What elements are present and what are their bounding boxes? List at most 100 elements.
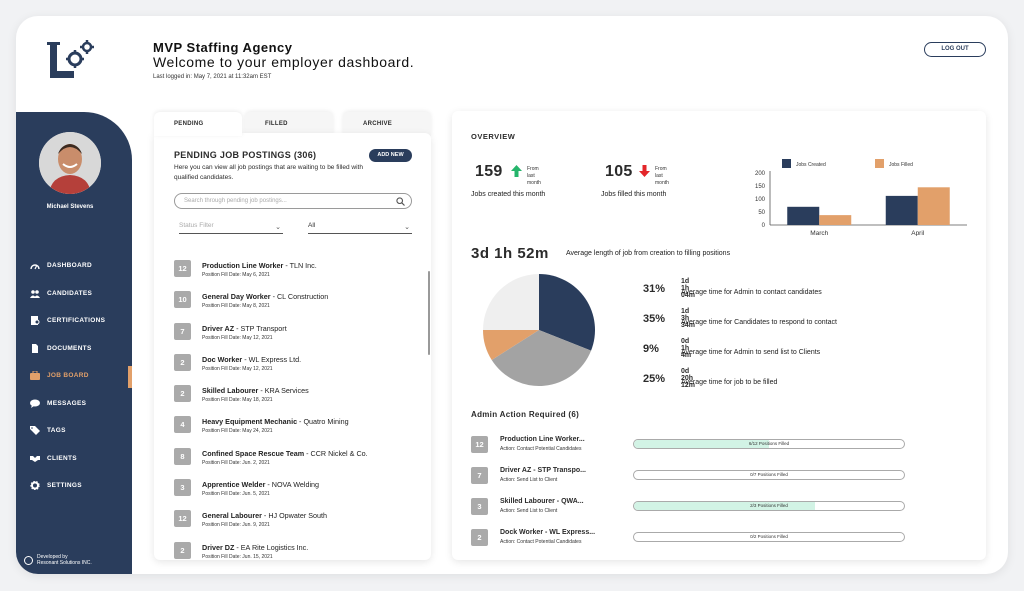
legend-swatch	[782, 159, 791, 168]
progress-fill	[634, 440, 769, 448]
legend-label: Jobs Filled	[889, 162, 913, 168]
tab-pending[interactable]: PENDING	[154, 112, 242, 136]
job-title-line: Production Line Worker - TLN Inc.	[202, 261, 317, 270]
search-placeholder: Search through pending job postings...	[184, 198, 287, 204]
logout-button[interactable]: LOG OUT	[924, 42, 986, 57]
sidebar-item-documents[interactable]: DOCUMENTS	[16, 335, 132, 363]
job-title-line: Driver AZ - STP Transport	[202, 323, 287, 333]
legend-label: Jobs Created	[796, 162, 826, 168]
progress-label: 2/3 Positions Filled	[750, 503, 788, 508]
admin-action-item[interactable]: 3 Skilled Labourer - QWA... Action: Send L…	[471, 498, 911, 529]
jobs-bar-chart: Jobs Created Jobs Filled 0 50 100 150 200 March…	[755, 159, 967, 236]
user-name: Michael Stevens	[46, 204, 94, 210]
breakdown-description: Average time for Candidates to respond t…	[681, 319, 837, 326]
job-list-item[interactable]: 2 Doc Worker - WL Express Ltd. Position Fi…	[174, 353, 414, 385]
status-filter-select[interactable]: Status Filter ⌄	[179, 222, 283, 234]
job-title: Doc Worker	[202, 354, 243, 364]
agency-logo	[47, 40, 94, 78]
developer-logo-icon	[24, 555, 33, 565]
job-fill-date: Position Fill Date: May 12, 2021	[202, 365, 273, 372]
sidebar-item-label: DOCUMENTS	[47, 344, 92, 352]
sidebar-item-label: CLIENTS	[47, 454, 77, 462]
job-list-item[interactable]: 4 Heavy Equipment Mechanic - Quatro Minin…	[174, 416, 414, 447]
job-company: HJ Opwater South	[268, 511, 328, 521]
sidebar-item-settings[interactable]: SETTINGS	[16, 472, 132, 500]
briefcase-icon	[30, 371, 40, 381]
sidebar-item-messages[interactable]: MESSAGES	[16, 390, 132, 418]
admin-action-item[interactable]: 2 Dock Worker - WL Express... Action: Cont…	[471, 529, 911, 560]
positions-progress-bar: 0/7 Positions Filled	[633, 470, 905, 480]
sidebar-item-dashboard[interactable]: DASHBOARD	[16, 252, 132, 280]
list-scrollbar[interactable]	[428, 271, 430, 355]
users-icon	[30, 289, 40, 298]
job-list-item[interactable]: 2 Driver DZ - EA Rite Logistics Inc. Posit…	[174, 541, 414, 573]
progress-label: 0/7 Positions Filled	[750, 472, 788, 477]
job-fill-date: Position Fill Date: May 8, 2021	[202, 303, 270, 310]
job-fill-date: Position Fill Date: Jun. 9, 2021	[202, 522, 270, 529]
x-tick-label: April	[911, 230, 925, 236]
job-fill-date: Position Fill Date: Jun. 5, 2021	[202, 491, 270, 498]
bar	[819, 215, 852, 225]
y-tick-label: 200	[755, 171, 766, 177]
position-count-badge: 2	[174, 353, 191, 371]
sidebar-item-tags[interactable]: TAGS	[16, 417, 132, 445]
job-list-item[interactable]: 12 General Labourer - HJ Opwater South Pos…	[174, 510, 414, 541]
job-list-item[interactable]: 7 Driver AZ - STP Transport Position Fill …	[174, 322, 414, 354]
job-text: Driver DZ - EA Rite Logistics Inc. Positi…	[202, 543, 308, 560]
sidebar-item-clients[interactable]: CLIENTS	[16, 445, 132, 473]
user-photo	[39, 132, 101, 194]
admin-action-item[interactable]: 12 Production Line Worker... Action: Conta…	[471, 436, 911, 467]
y-tick-label: 100	[755, 197, 766, 203]
avatar[interactable]	[39, 132, 101, 194]
pending-panel: PENDING JOB POSTINGS (306) Here you can …	[154, 133, 431, 560]
add-new-button[interactable]: ADD NEW	[369, 149, 412, 162]
job-text: General Labourer - HJ Opwater South Posit…	[202, 511, 327, 528]
job-list-item[interactable]: 10 General Day Worker - CL Construction Po…	[174, 291, 414, 322]
job-title-line: Doc Worker - WL Express Ltd.	[202, 354, 302, 364]
job-title-line: Confined Space Rescue Team - CCR Nickel …	[202, 448, 368, 458]
job-list-item[interactable]: 3 Apprentice Welder - NOVA Welding Positio…	[174, 479, 414, 510]
job-text: Doc Worker - WL Express Ltd. Position Fil…	[202, 355, 301, 372]
admin-action-text: Action: Send List to Client	[500, 477, 558, 483]
job-list-item[interactable]: 8 Confined Space Rescue Team - CCR Nickel…	[174, 447, 414, 479]
admin-action-text: Action: Contact Potential Candidates	[500, 539, 582, 545]
developer-line-2: Resonant Solutions INC.	[37, 560, 92, 566]
welcome-message: Welcome to your employer dashboard.	[153, 54, 415, 70]
job-list-item[interactable]: 2 Skilled Labourer - KRA Services Position…	[174, 385, 414, 416]
jobs-filled-stat: 105 From last month Jobs filled this mon…	[601, 163, 669, 198]
from-label: From	[527, 166, 539, 172]
admin-action-item[interactable]: 7 Driver AZ - STP Transpo... Action: Send …	[471, 467, 911, 498]
pending-title: PENDING JOB POSTINGS (306)	[174, 150, 317, 160]
position-count-badge: 10	[174, 291, 191, 309]
job-list-item[interactable]: 12 Production Line Worker - TLN Inc. Posit…	[174, 260, 414, 291]
admin-action-list: 12 Production Line Worker... Action: Conta…	[471, 436, 911, 560]
tab-filled[interactable]: FILLED	[245, 112, 333, 136]
job-title: Apprentice Welder	[202, 480, 266, 490]
job-company: KRA Services	[264, 386, 309, 396]
tab-archive[interactable]: ARCHIVE	[343, 112, 431, 136]
position-count-badge: 2	[174, 541, 191, 559]
admin-job-name: Production Line Worker...	[500, 436, 585, 443]
developer-credit: Developed by Resonant Solutions INC.	[24, 554, 92, 566]
sidebar-item-certifications[interactable]: CERTIFICATIONS	[16, 307, 132, 335]
search-input[interactable]: Search through pending job postings...	[174, 193, 412, 209]
job-title: Driver AZ	[202, 323, 235, 333]
position-count-badge: 2	[471, 529, 488, 546]
all-filter-select[interactable]: All ⌄	[308, 222, 412, 234]
sidebar-item-job-board[interactable]: JOB BOARD	[16, 362, 132, 390]
sidebar: Michael Stevens DASHBOARD CANDIDATES CER…	[16, 112, 132, 574]
job-text: Heavy Equipment Mechanic - Quatro Mining…	[202, 417, 349, 434]
sidebar-item-candidates[interactable]: CANDIDATES	[16, 280, 132, 308]
from-label: From	[655, 166, 667, 172]
sidebar-item-label: CANDIDATES	[47, 289, 93, 297]
job-title-line: Skilled Labourer - KRA Services	[202, 386, 309, 396]
sidebar-item-label: TAGS	[47, 427, 66, 435]
progress-label: 0/2 Positions Filled	[750, 534, 788, 539]
job-fill-date: Position Fill Date: Jun. 15, 2021	[202, 553, 273, 560]
job-title-line: Driver DZ - EA Rite Logistics Inc.	[202, 542, 309, 552]
pending-description: Here you can view all job postings that …	[174, 164, 363, 181]
average-length-value: 3d 1h 52m	[471, 245, 549, 262]
breakdown-time: 0d 20h 12m	[681, 368, 696, 389]
breakdown-description: Average time for Admin to contact candid…	[681, 289, 822, 296]
arrow-up-icon	[511, 165, 522, 177]
